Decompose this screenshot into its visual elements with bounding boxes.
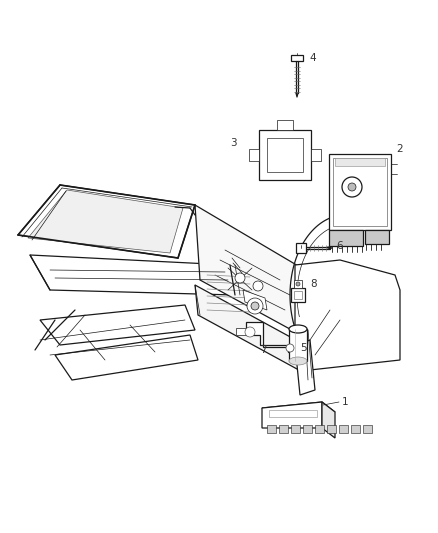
Bar bbox=[339, 425, 348, 433]
Circle shape bbox=[251, 302, 259, 310]
Text: 5: 5 bbox=[300, 343, 307, 353]
Bar bbox=[329, 154, 391, 230]
Polygon shape bbox=[246, 322, 296, 352]
Text: 3: 3 bbox=[230, 138, 237, 148]
Text: 4: 4 bbox=[309, 53, 316, 63]
Text: 6: 6 bbox=[336, 241, 343, 251]
Circle shape bbox=[245, 327, 255, 337]
Bar bbox=[294, 291, 302, 299]
Polygon shape bbox=[295, 340, 315, 395]
Bar bbox=[259, 130, 311, 180]
Circle shape bbox=[235, 273, 245, 283]
Bar bbox=[291, 425, 300, 433]
Bar bbox=[277, 120, 293, 130]
Polygon shape bbox=[30, 255, 235, 295]
Circle shape bbox=[286, 344, 294, 352]
Polygon shape bbox=[18, 185, 195, 258]
Bar bbox=[267, 425, 276, 433]
Bar bbox=[351, 425, 360, 433]
Circle shape bbox=[253, 281, 263, 291]
Bar bbox=[303, 425, 312, 433]
Bar bbox=[335, 158, 385, 166]
Circle shape bbox=[342, 177, 362, 197]
Polygon shape bbox=[262, 402, 335, 418]
Polygon shape bbox=[322, 402, 335, 438]
Polygon shape bbox=[262, 402, 322, 428]
Bar bbox=[327, 425, 336, 433]
Polygon shape bbox=[195, 205, 310, 340]
Text: 2: 2 bbox=[396, 144, 403, 154]
Bar bbox=[294, 280, 302, 288]
Bar bbox=[315, 425, 324, 433]
Bar bbox=[291, 55, 303, 61]
Polygon shape bbox=[249, 149, 259, 161]
Polygon shape bbox=[236, 328, 246, 335]
Polygon shape bbox=[311, 149, 321, 161]
Bar bbox=[365, 230, 389, 244]
Bar bbox=[291, 288, 305, 302]
Circle shape bbox=[247, 298, 263, 314]
Bar bbox=[296, 243, 306, 253]
Bar bbox=[289, 329, 307, 361]
Text: 8: 8 bbox=[310, 279, 317, 289]
Circle shape bbox=[348, 183, 356, 191]
Bar bbox=[269, 410, 317, 417]
Text: 1: 1 bbox=[342, 397, 349, 407]
Bar bbox=[267, 138, 303, 172]
Circle shape bbox=[296, 282, 300, 286]
Polygon shape bbox=[28, 190, 183, 253]
Ellipse shape bbox=[289, 357, 307, 365]
Polygon shape bbox=[195, 285, 308, 375]
Bar bbox=[329, 230, 363, 246]
Polygon shape bbox=[295, 260, 400, 370]
Bar bbox=[363, 425, 372, 433]
Ellipse shape bbox=[289, 325, 307, 333]
Bar bbox=[333, 158, 387, 226]
Text: 7: 7 bbox=[260, 345, 267, 355]
Polygon shape bbox=[243, 290, 267, 310]
Polygon shape bbox=[55, 335, 198, 380]
Bar bbox=[279, 425, 288, 433]
Polygon shape bbox=[40, 305, 195, 345]
